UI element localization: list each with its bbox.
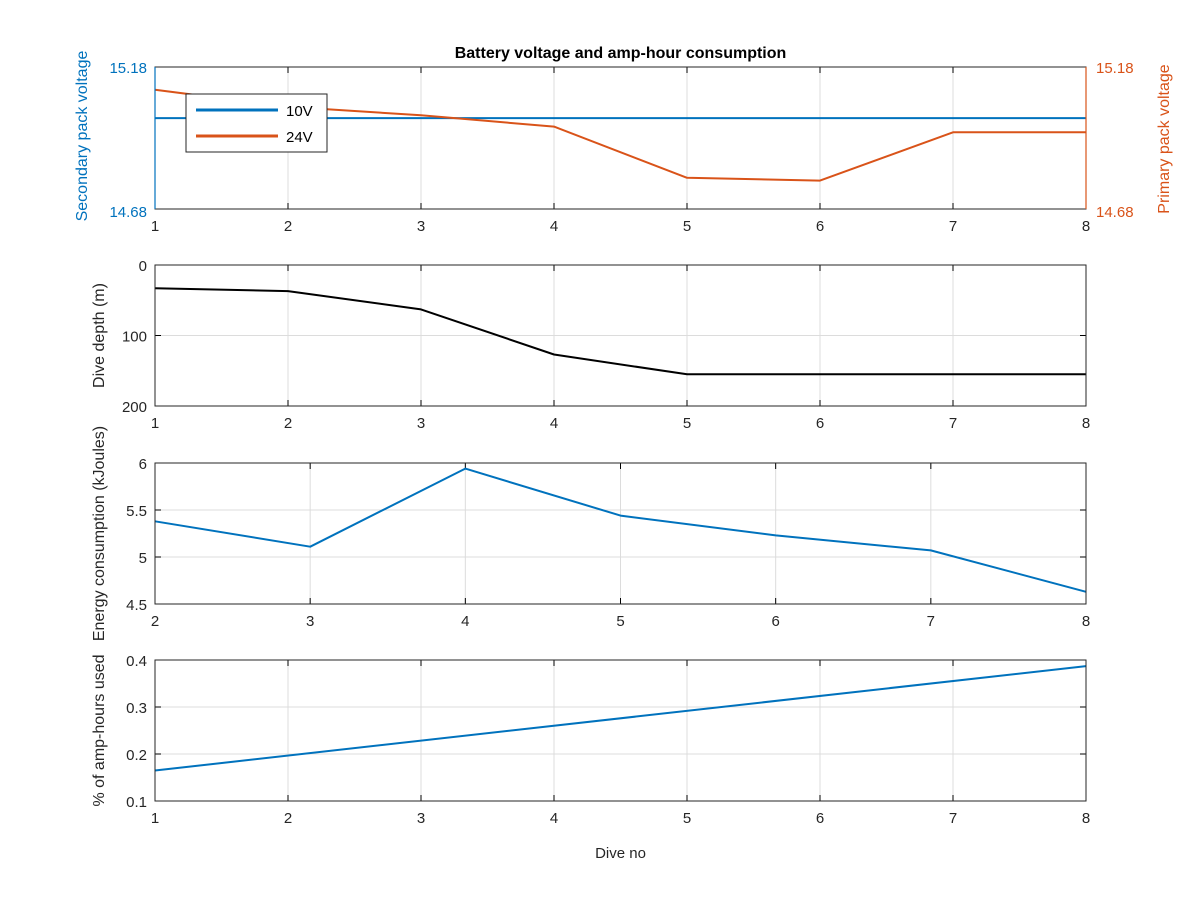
x-tick-label: 7 [949, 218, 957, 235]
y-tick-label: 4.5 [126, 597, 147, 614]
x-tick-label: 2 [284, 218, 292, 235]
x-tick-label: 3 [417, 415, 425, 432]
y-tick-label: 0 [139, 258, 147, 275]
x-tick-label: 5 [683, 810, 691, 827]
y-tick-label-right: 15.18 [1096, 60, 1134, 77]
legend-label-24v: 24V [286, 129, 313, 146]
x-tick-label: 8 [1082, 613, 1090, 630]
legend-label-10v: 10V [286, 103, 313, 120]
x-tick-label: 1 [151, 810, 159, 827]
y-tick-label: 200 [122, 399, 147, 416]
x-tick-label: 4 [550, 218, 558, 235]
x-tick-label: 7 [949, 810, 957, 827]
x-tick-label: 7 [949, 415, 957, 432]
y-tick-label-right: 14.68 [1096, 204, 1134, 221]
y-axis-label: Energy consumption (kJoules) [91, 426, 108, 641]
x-tick-label: 2 [284, 810, 292, 827]
chart-title: Battery voltage and amp-hour consumption [455, 45, 787, 62]
x-tick-label: 5 [616, 613, 624, 630]
series-line-4 [154, 665, 1087, 772]
axes-box [154, 462, 1087, 605]
y-tick-label: 0.4 [126, 653, 147, 670]
axes-box [154, 659, 1087, 802]
x-tick-label: 6 [771, 613, 779, 630]
panel-1 [154, 66, 1087, 210]
panel-3 [154, 462, 1087, 605]
y-axis-label: % of amp-hours used [91, 654, 108, 806]
x-tick-label: 1 [151, 415, 159, 432]
x-tick-label: 7 [927, 613, 935, 630]
y-axis-label-right: Primary pack voltage [1156, 64, 1173, 213]
y-tick-label: 5 [139, 550, 147, 567]
x-tick-label: 2 [151, 613, 159, 630]
x-tick-label: 5 [683, 218, 691, 235]
x-tick-label: 4 [461, 613, 469, 630]
y-tick-label: 6 [139, 456, 147, 473]
legend-box [185, 93, 328, 153]
y-tick-label: 100 [122, 329, 147, 346]
y-tick-label-left: 15.18 [109, 60, 147, 77]
x-tick-label: 4 [550, 415, 558, 432]
x-tick-label: 6 [816, 810, 824, 827]
x-tick-label: 2 [284, 415, 292, 432]
y-axis-label-left: Secondary pack voltage [74, 51, 91, 222]
x-tick-label: 8 [1082, 415, 1090, 432]
panel-4 [154, 659, 1087, 802]
y-tick-label: 0.2 [126, 747, 147, 764]
legend [185, 93, 328, 153]
x-tick-label: 8 [1082, 218, 1090, 235]
x-tick-label: 6 [816, 218, 824, 235]
x-tick-label: 3 [306, 613, 314, 630]
x-tick-label: 8 [1082, 810, 1090, 827]
x-tick-label: 1 [151, 218, 159, 235]
series-line-2 [154, 287, 1086, 376]
axes-box [154, 264, 1087, 407]
x-tick-label: 3 [417, 218, 425, 235]
x-tick-label: 6 [816, 415, 824, 432]
y-tick-label: 5.5 [126, 503, 147, 520]
y-tick-label: 0.3 [126, 700, 147, 717]
x-axis-label: Dive no [595, 845, 646, 862]
y-axis-label: Dive depth (m) [91, 283, 108, 388]
x-tick-label: 5 [683, 415, 691, 432]
x-tick-label: 3 [417, 810, 425, 827]
x-tick-label: 4 [550, 810, 558, 827]
y-tick-label: 0.1 [126, 794, 147, 811]
y-tick-label-left: 14.68 [109, 204, 147, 221]
panel-2 [154, 264, 1087, 407]
